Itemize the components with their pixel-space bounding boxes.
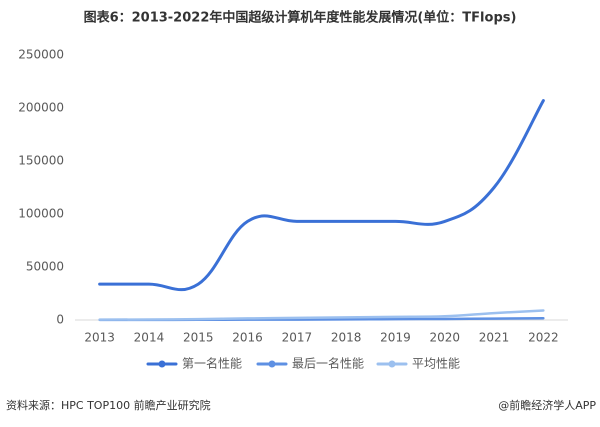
- y-tick-label: 150000: [18, 154, 64, 168]
- legend-label: 最后一名性能: [292, 356, 364, 371]
- y-tick-label: 250000: [18, 48, 64, 62]
- x-tick-label: 2014: [134, 331, 165, 345]
- y-tick-label: 0: [56, 313, 64, 327]
- x-tick-label: 2021: [479, 331, 510, 345]
- credit: @前瞻经济学人APP: [498, 398, 596, 412]
- legend-marker: [268, 360, 276, 368]
- y-tick-label: 200000: [18, 101, 64, 115]
- legend-label: 平均性能: [412, 357, 460, 371]
- series-line: [98, 99, 545, 292]
- x-tick-label: 2022: [528, 331, 559, 345]
- legend-marker: [158, 360, 166, 368]
- legend-marker: [388, 360, 396, 368]
- y-tick-label: 100000: [18, 207, 64, 221]
- x-tick-label: 2013: [84, 331, 115, 345]
- chart-title: 图表6：2013-2022年中国超级计算机年度性能发展情况(单位：TFlops): [84, 10, 517, 26]
- legend-label: 第一名性能: [182, 356, 242, 371]
- series-line: [98, 309, 545, 321]
- x-tick-label: 2015: [183, 331, 214, 345]
- x-tick-label: 2016: [232, 331, 263, 345]
- x-tick-label: 2020: [429, 331, 460, 345]
- x-tick-label: 2018: [331, 331, 362, 345]
- y-tick-label: 50000: [26, 260, 64, 274]
- source: 资料来源：HPC TOP100 前瞻产业研究院: [6, 398, 211, 412]
- x-tick-label: 2017: [282, 331, 313, 345]
- x-tick-label: 2019: [380, 331, 411, 345]
